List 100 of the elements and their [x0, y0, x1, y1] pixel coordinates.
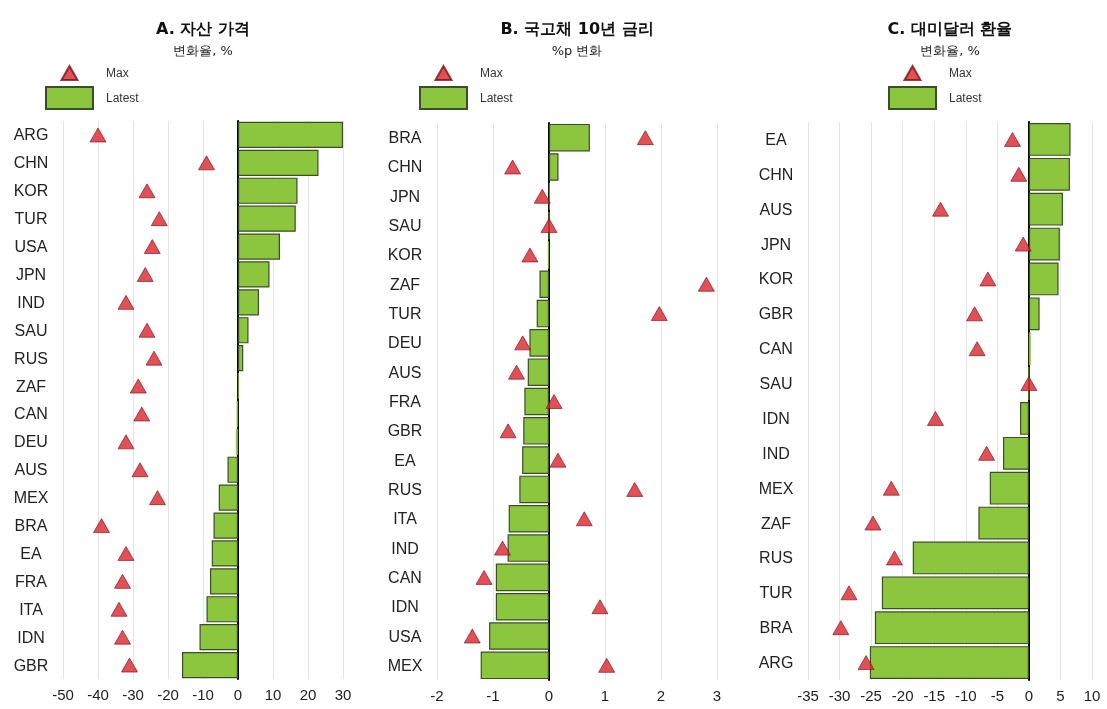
point [149, 490, 166, 506]
x-tick-label: -10 [954, 687, 977, 704]
x-tick-label: -20 [157, 686, 179, 703]
y-tick-label: TUR [388, 305, 422, 323]
y-tick-label: ZAF [389, 275, 421, 293]
y-tick-label: IND [762, 444, 790, 462]
bar [495, 563, 549, 592]
bar [199, 624, 238, 651]
y-tick-label: MEX [758, 479, 794, 497]
point [89, 127, 107, 143]
y-tick-label: CAN [759, 340, 793, 358]
chart-subtitle: 변화율, % [173, 42, 233, 58]
y-tick-label: CHN [758, 165, 794, 183]
x-tick-label: -10 [192, 686, 214, 703]
y-tick-label: CAN [14, 405, 48, 423]
bar [480, 651, 549, 680]
x-tick-label: -30 [828, 687, 851, 704]
chart-subtitle: 변화율, % [920, 42, 980, 58]
y-tick-label: MEX [13, 489, 49, 507]
point [114, 629, 131, 645]
y-tick-label: BRA [14, 517, 48, 535]
x-tick-label: -40 [87, 686, 109, 703]
bar [524, 387, 549, 416]
bar [238, 121, 343, 149]
y-tick-label: IDN [762, 409, 790, 427]
y-tick-label: IDN [391, 598, 419, 616]
y-tick-label: BRA [759, 619, 793, 637]
y-tick-label: CHN [387, 158, 423, 176]
point [499, 423, 517, 439]
legend-label: Latest [106, 91, 140, 105]
x-tick-label: -1 [486, 687, 500, 704]
point [549, 452, 567, 468]
point [832, 620, 850, 636]
point [857, 655, 875, 670]
y-tick-label: IDN [17, 628, 45, 646]
y-tick-label: JPN [389, 187, 421, 205]
y-tick-label: ZAF [760, 514, 792, 532]
bar [1028, 297, 1040, 331]
y-tick-label: ITA [19, 600, 44, 618]
point [117, 294, 135, 310]
x-tick-label: -5 [990, 687, 1005, 704]
bar [238, 345, 244, 372]
y-tick-label: GBR [758, 305, 794, 323]
x-tick-label: 5 [1056, 687, 1065, 704]
x-tick-label: -35 [797, 687, 819, 704]
bar [1028, 157, 1070, 191]
point [143, 239, 161, 254]
x-tick-label: 2 [656, 687, 666, 704]
point [110, 601, 128, 617]
chart-subtitle: %p 변화 [551, 42, 603, 58]
point [882, 480, 900, 496]
point [514, 335, 532, 351]
y-tick-label: GBR [13, 656, 49, 674]
chart-title: C. 대미달러 환율 [887, 18, 1013, 38]
x-tick-label: -20 [891, 687, 914, 704]
legend-label: Max [949, 66, 972, 80]
point [117, 546, 135, 561]
y-tick-label: IND [391, 539, 419, 557]
point [475, 569, 493, 585]
bar [182, 651, 238, 679]
point [198, 155, 215, 171]
bar [869, 646, 1029, 679]
point [540, 218, 558, 234]
point [463, 628, 481, 644]
x-tick-label: -50 [52, 686, 74, 703]
point [864, 515, 882, 531]
bar [1020, 402, 1029, 435]
point [145, 350, 163, 366]
y-tick-label: SAU [388, 217, 422, 235]
bar [549, 123, 590, 152]
bar [1028, 123, 1071, 156]
point [932, 201, 949, 217]
y-tick-label: TUR [14, 210, 48, 228]
point [697, 276, 715, 292]
y-tick-label: KOR [387, 246, 423, 264]
y-tick-label: DEU [14, 433, 48, 451]
point [136, 267, 154, 282]
y-tick-label: DEU [388, 334, 422, 352]
chart-title: A. 자산 가격 [156, 18, 250, 38]
x-tick-label: 10 [1083, 687, 1101, 704]
x-tick-label: 3 [712, 687, 722, 704]
x-tick-label: 0 [1024, 687, 1034, 704]
point [979, 271, 997, 287]
y-tick-label: FRA [389, 393, 422, 410]
y-tick-label: JPN [760, 235, 792, 253]
point [494, 540, 511, 556]
point [966, 306, 984, 322]
point [650, 306, 668, 321]
point [93, 518, 110, 533]
point [504, 159, 521, 175]
x-tick-label: 20 [299, 686, 317, 703]
point [117, 434, 135, 450]
point [598, 657, 616, 673]
x-tick-label: 1 [600, 687, 610, 704]
y-tick-label: ITA [393, 510, 418, 528]
y-tick-label: MEX [387, 656, 423, 674]
point [129, 378, 147, 394]
x-tick-label: 0 [544, 687, 554, 704]
point [968, 341, 986, 357]
y-tick-label: AUS [388, 363, 422, 381]
